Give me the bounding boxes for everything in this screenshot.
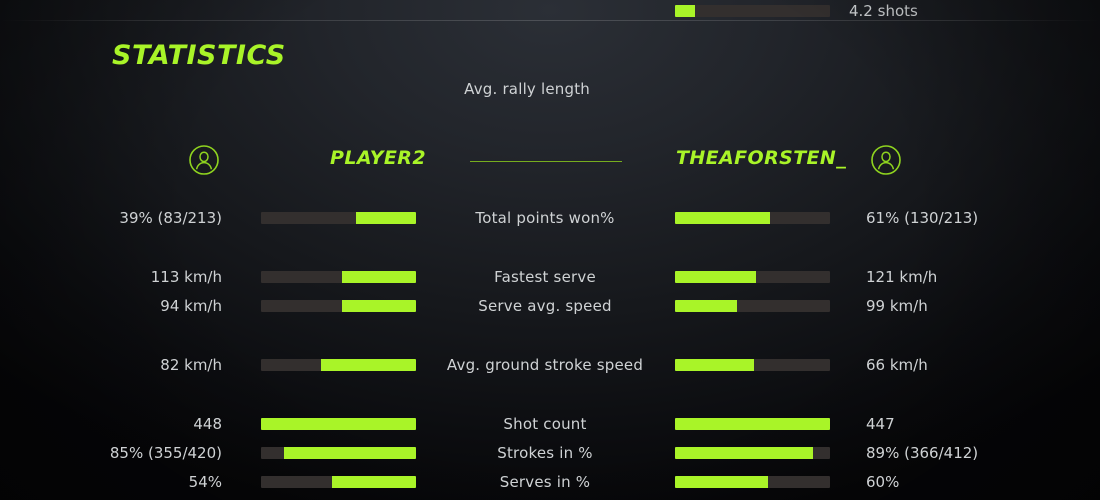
stat-value-right: 60% bbox=[866, 473, 900, 491]
stat-bar-right-fill bbox=[675, 447, 813, 459]
stat-label: Fastest serve bbox=[494, 268, 596, 286]
user-avatar-icon[interactable] bbox=[870, 144, 902, 176]
stat-bar-left-fill bbox=[284, 447, 416, 459]
stat-label: Avg. ground stroke speed bbox=[446, 356, 644, 374]
stat-bar-left bbox=[261, 212, 416, 224]
stat-value-left: 113 km/h bbox=[150, 268, 222, 286]
stat-row: 39% (83/213) Total points won% 61% (130/21… bbox=[0, 207, 1100, 229]
stat-row: 94 km/h Serve avg. speed 99 km/h bbox=[0, 295, 1100, 317]
stat-value-right: 89% (366/412) bbox=[866, 444, 979, 462]
stat-bar-right-fill bbox=[675, 476, 768, 488]
player-name-left: PLAYER2 bbox=[330, 147, 426, 169]
stat-value-left: 54% bbox=[188, 473, 222, 491]
user-avatar-icon[interactable] bbox=[188, 144, 220, 176]
stat-row: 54% Serves in % 60% bbox=[0, 471, 1100, 493]
stat-bar-right bbox=[675, 447, 830, 459]
stat-value-left: 82 km/h bbox=[160, 356, 222, 374]
stat-bar-right bbox=[675, 212, 830, 224]
stat-value-left: 448 bbox=[193, 415, 222, 433]
stat-bar-right bbox=[675, 300, 830, 312]
stat-row: 448 Shot count 447 bbox=[0, 413, 1100, 435]
stat-label: Shot count bbox=[503, 415, 587, 433]
avg-rally-length-value: 4.2 shots bbox=[849, 2, 918, 20]
stat-bar-left bbox=[261, 271, 416, 283]
stat-label: Serves in % bbox=[499, 473, 591, 491]
stat-bar-left-fill bbox=[332, 476, 416, 488]
stat-value-right: 99 km/h bbox=[866, 297, 928, 315]
avg-rally-length-row: Avg. rally length bbox=[0, 78, 1100, 100]
stat-bar-left bbox=[261, 300, 416, 312]
stat-bar-left-fill bbox=[341, 271, 416, 283]
stat-value-right: 121 km/h bbox=[866, 268, 938, 286]
stat-label: Serve avg. speed bbox=[478, 297, 612, 315]
stat-value-right: 447 bbox=[866, 415, 895, 433]
stat-bar-left bbox=[261, 359, 416, 371]
header-divider-line bbox=[470, 161, 622, 162]
avg-rally-length-label: Avg. rally length bbox=[464, 80, 590, 98]
stat-row: 85% (355/420) Strokes in % 89% (366/412) bbox=[0, 442, 1100, 464]
top-divider bbox=[0, 20, 1100, 21]
avg-rally-length-bar bbox=[675, 5, 830, 17]
player-name-right: THEAFORSTEN_ bbox=[676, 147, 847, 169]
stat-value-left: 94 km/h bbox=[160, 297, 222, 315]
stat-bar-right bbox=[675, 418, 830, 430]
stat-bar-left-fill bbox=[261, 418, 416, 430]
stat-label: Strokes in % bbox=[497, 444, 593, 462]
stat-bar-left bbox=[261, 418, 416, 430]
stat-value-left: 85% (355/420) bbox=[109, 444, 222, 462]
players-header: PLAYER2 THEAFORSTEN_ bbox=[0, 143, 1100, 177]
stat-bar-right-fill bbox=[675, 212, 770, 224]
stat-value-right: 66 km/h bbox=[866, 356, 928, 374]
stat-value-right: 61% (130/213) bbox=[866, 209, 979, 227]
stat-bar-left bbox=[261, 476, 416, 488]
stat-bar-right-fill bbox=[675, 418, 830, 430]
stat-bar-left-fill bbox=[341, 300, 416, 312]
stat-value-left: 39% (83/213) bbox=[119, 209, 222, 227]
avg-rally-length-bar-fill bbox=[675, 5, 696, 17]
stat-bar-right-fill bbox=[675, 300, 737, 312]
page-title: STATISTICS bbox=[112, 40, 286, 71]
stat-bar-right bbox=[675, 359, 830, 371]
stat-bar-left-fill bbox=[355, 212, 416, 224]
stat-bar-right bbox=[675, 271, 830, 283]
stat-row: 113 km/h Fastest serve 121 km/h bbox=[0, 266, 1100, 288]
stat-bar-right-fill bbox=[675, 271, 756, 283]
stat-label: Total points won% bbox=[475, 209, 615, 227]
stat-row: 82 km/h Avg. ground stroke speed 66 km/h bbox=[0, 354, 1100, 376]
stat-bar-right bbox=[675, 476, 830, 488]
stat-bar-right-fill bbox=[675, 359, 755, 371]
stat-bar-left-fill bbox=[321, 359, 416, 371]
stat-bar-left bbox=[261, 447, 416, 459]
